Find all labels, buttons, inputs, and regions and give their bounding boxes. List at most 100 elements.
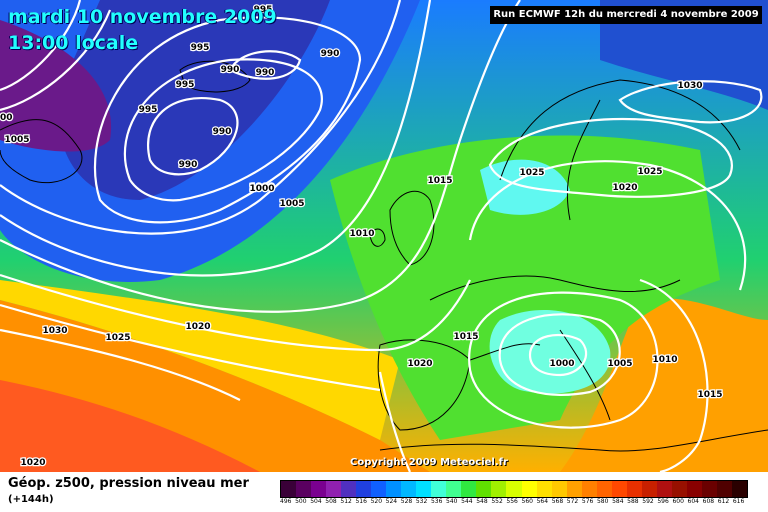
color-scale-swatch bbox=[311, 481, 327, 497]
isobar-labels: 1000 995 990 995 990 990 995 990 990 1000 1005 995 1… bbox=[0, 4, 724, 470]
isobar-label: 990 bbox=[221, 65, 240, 75]
isobar-label: 1015 bbox=[427, 176, 452, 186]
isobar-990-low-b bbox=[228, 50, 302, 80]
color-scale-swatch bbox=[581, 481, 597, 497]
color-scale-swatch bbox=[596, 481, 612, 497]
color-scale-swatch bbox=[566, 481, 582, 497]
isobar-1010-trough bbox=[0, 0, 432, 277]
color-scale-tick-label: 536 bbox=[430, 498, 443, 505]
isobar-label: 995 bbox=[254, 5, 273, 15]
color-scale-tick-label: 516 bbox=[355, 498, 367, 505]
isobar-1030-scandinavia bbox=[618, 80, 763, 124]
color-scale-swatch bbox=[701, 481, 717, 497]
isobar-1000-nw bbox=[0, 9, 112, 112]
color-scale-tick-label: 504 bbox=[310, 498, 322, 505]
color-scale-tick-label: 548 bbox=[476, 498, 488, 505]
forecast-date: mardi 10 novembre 2009 bbox=[8, 6, 277, 28]
color-scale-swatch bbox=[641, 481, 657, 497]
color-scale-tick-label: 616 bbox=[732, 498, 745, 505]
isobar-1020-west bbox=[378, 371, 412, 472]
isobar-label: 990 bbox=[256, 68, 275, 78]
isobar-label: 1025 bbox=[637, 167, 662, 177]
color-scale-tick-label: 580 bbox=[596, 498, 609, 505]
color-scale-ticks: 496 500 504 508 512 516 520 524 528 532 536 540 544 5… bbox=[280, 498, 748, 510]
isobar-label: 990 bbox=[179, 160, 198, 170]
coastline-scandinavia bbox=[499, 79, 741, 221]
isobar-1005-med-low bbox=[498, 313, 621, 396]
coastline-iceland bbox=[179, 60, 251, 93]
isobar-label: 1030 bbox=[42, 326, 67, 336]
color-scale-tick-label: 572 bbox=[566, 498, 579, 505]
color-scale-swatch bbox=[521, 481, 537, 497]
color-scale-tick-label: 528 bbox=[400, 498, 413, 505]
coastline-iberia bbox=[377, 339, 471, 431]
legend-footer: Géop. z500, pression niveau mer (+144h) … bbox=[0, 472, 768, 512]
color-scale-tick-label: 596 bbox=[657, 498, 669, 505]
color-scale-swatch bbox=[656, 481, 672, 497]
isobar-label: 1000 bbox=[249, 183, 274, 193]
field-purple-low bbox=[0, 20, 112, 152]
color-scale-swatch bbox=[341, 481, 357, 497]
isobar-label: 995 bbox=[176, 80, 195, 90]
coastlines bbox=[0, 60, 768, 452]
color-scale-swatch bbox=[296, 481, 312, 497]
color-scale-swatch bbox=[551, 481, 567, 497]
color-scale-swatch bbox=[356, 481, 372, 497]
isobar-label: 990 bbox=[213, 127, 232, 137]
geopotential-map: 1000 995 990 995 990 990 995 990 990 1000 1005 995 1… bbox=[0, 0, 768, 472]
isobar-label: 1020 bbox=[185, 322, 210, 332]
color-scale-tick-label: 556 bbox=[506, 498, 518, 505]
field-yellow-belt bbox=[0, 280, 400, 440]
color-scale-tick-label: 524 bbox=[385, 498, 398, 505]
isobar-label: 1020 bbox=[612, 183, 637, 193]
isobar-1000-med-low bbox=[528, 333, 588, 377]
coastline-british-isles bbox=[369, 190, 435, 266]
color-scale-swatch bbox=[491, 481, 507, 497]
coastline-greenland bbox=[0, 119, 83, 184]
copyright-notice: Copyright 2009 Meteociel.fr bbox=[350, 457, 508, 468]
isobar-label: 1005 bbox=[4, 135, 29, 145]
color-scale-tick-label: 568 bbox=[551, 498, 564, 505]
color-scale-tick-label: 532 bbox=[415, 498, 428, 505]
color-scale-tick-label: 584 bbox=[612, 498, 624, 505]
color-scale-tick-label: 600 bbox=[672, 498, 684, 505]
color-scale-tick-label: 512 bbox=[340, 498, 352, 505]
isobars bbox=[0, 0, 761, 472]
color-scale-tick-label: 604 bbox=[687, 498, 699, 505]
isobar-995-nw bbox=[0, 0, 82, 92]
color-scale-swatch bbox=[671, 481, 687, 497]
isobar-label: 1015 bbox=[453, 332, 478, 342]
isobar-label: 995 bbox=[139, 105, 158, 115]
color-scale-bar bbox=[280, 480, 748, 498]
model-run-info: Run ECMWF 12h du mercredi 4 novembre 200… bbox=[490, 6, 762, 24]
color-scale-swatch bbox=[371, 481, 387, 497]
isobar-label: 1025 bbox=[105, 333, 130, 343]
color-scale-swatch bbox=[626, 481, 642, 497]
isobar-label: 1000 bbox=[249, 184, 274, 194]
isobar-1000-trough bbox=[93, 16, 362, 224]
isobar-1005-trough bbox=[0, 0, 402, 235]
color-scale-swatch bbox=[416, 481, 432, 497]
color-scale-swatch bbox=[476, 481, 492, 497]
color-scale-tick-label: 560 bbox=[521, 498, 533, 505]
isobar-label: 1025 bbox=[519, 168, 544, 178]
color-scale-tick-label: 540 bbox=[446, 498, 458, 505]
color-scale-tick-label: 592 bbox=[642, 498, 654, 505]
color-scale-swatch bbox=[446, 481, 462, 497]
isobar-label: 1010 bbox=[652, 355, 677, 365]
isobar-1020-europe bbox=[468, 160, 747, 291]
color-scale-swatch bbox=[536, 481, 552, 497]
isobar-label: 1000 bbox=[549, 359, 574, 369]
isobar-1025-scandinavia bbox=[488, 117, 733, 198]
isobar-label: 995 bbox=[191, 43, 210, 53]
isobar-label: 1005 bbox=[607, 359, 632, 369]
color-scale-tick-label: 544 bbox=[461, 498, 473, 505]
field-cyan-low bbox=[489, 310, 611, 394]
isobar-1030-belt bbox=[0, 328, 241, 401]
map-parameter-title: Géop. z500, pression niveau mer bbox=[8, 476, 249, 491]
color-scale-swatch bbox=[716, 481, 732, 497]
isobar-label: 1020 bbox=[20, 458, 45, 468]
color-scale-tick-label: 608 bbox=[702, 498, 715, 505]
color-scale-tick-label: 588 bbox=[627, 498, 639, 505]
